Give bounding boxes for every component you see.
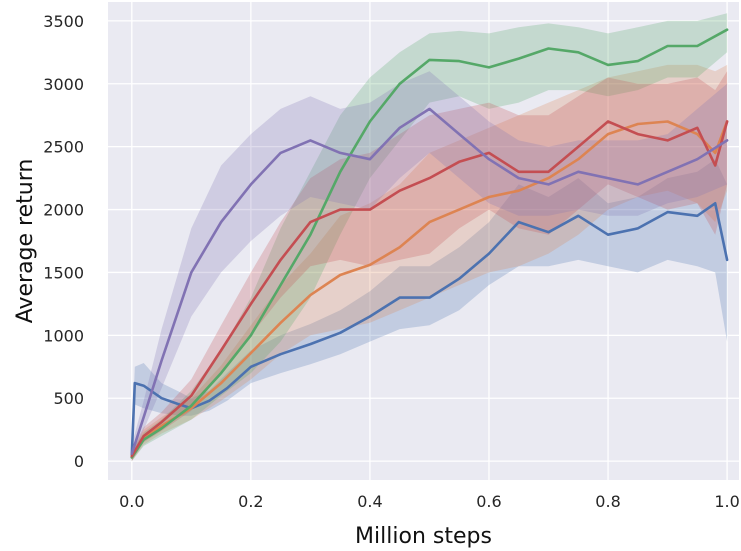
confidence-bands bbox=[131, 13, 728, 462]
plot-area bbox=[108, 2, 739, 480]
series-line-purple bbox=[130, 107, 729, 455]
band-purple bbox=[131, 71, 728, 462]
x-tick-label: 0.0 bbox=[119, 492, 144, 511]
band-green bbox=[131, 13, 728, 462]
x-axis-ticks: 0.0 0.2 0.4 0.6 0.8 1.0 bbox=[119, 492, 740, 511]
x-axis-label: Million steps bbox=[355, 524, 492, 549]
y-tick-label: 2500 bbox=[43, 138, 84, 157]
x-tick-label: 0.6 bbox=[476, 492, 501, 511]
band-red bbox=[131, 71, 728, 462]
series-line-red bbox=[130, 120, 729, 458]
x-tick-label: 0.8 bbox=[595, 492, 620, 511]
y-tick-label: 3500 bbox=[43, 12, 84, 31]
x-tick-label: 0.4 bbox=[357, 492, 382, 511]
band-blue bbox=[131, 159, 728, 462]
series-lines bbox=[130, 28, 729, 459]
x-tick-label: 1.0 bbox=[714, 492, 739, 511]
series-line-orange bbox=[130, 120, 729, 459]
band-orange bbox=[131, 64, 728, 462]
y-tick-label: 1000 bbox=[43, 326, 84, 345]
y-tick-label: 0 bbox=[74, 452, 84, 471]
series-line-green bbox=[130, 28, 729, 459]
y-tick-label: 2000 bbox=[43, 201, 84, 220]
y-tick-label: 3000 bbox=[43, 75, 84, 94]
x-tick-label: 0.2 bbox=[238, 492, 263, 511]
y-axis-ticks: 0 500 1000 1500 2000 2500 3000 3500 bbox=[43, 12, 84, 471]
y-tick-label: 500 bbox=[53, 389, 84, 408]
y-tick-label: 1500 bbox=[43, 263, 84, 282]
y-axis-label: Average return bbox=[13, 159, 38, 324]
